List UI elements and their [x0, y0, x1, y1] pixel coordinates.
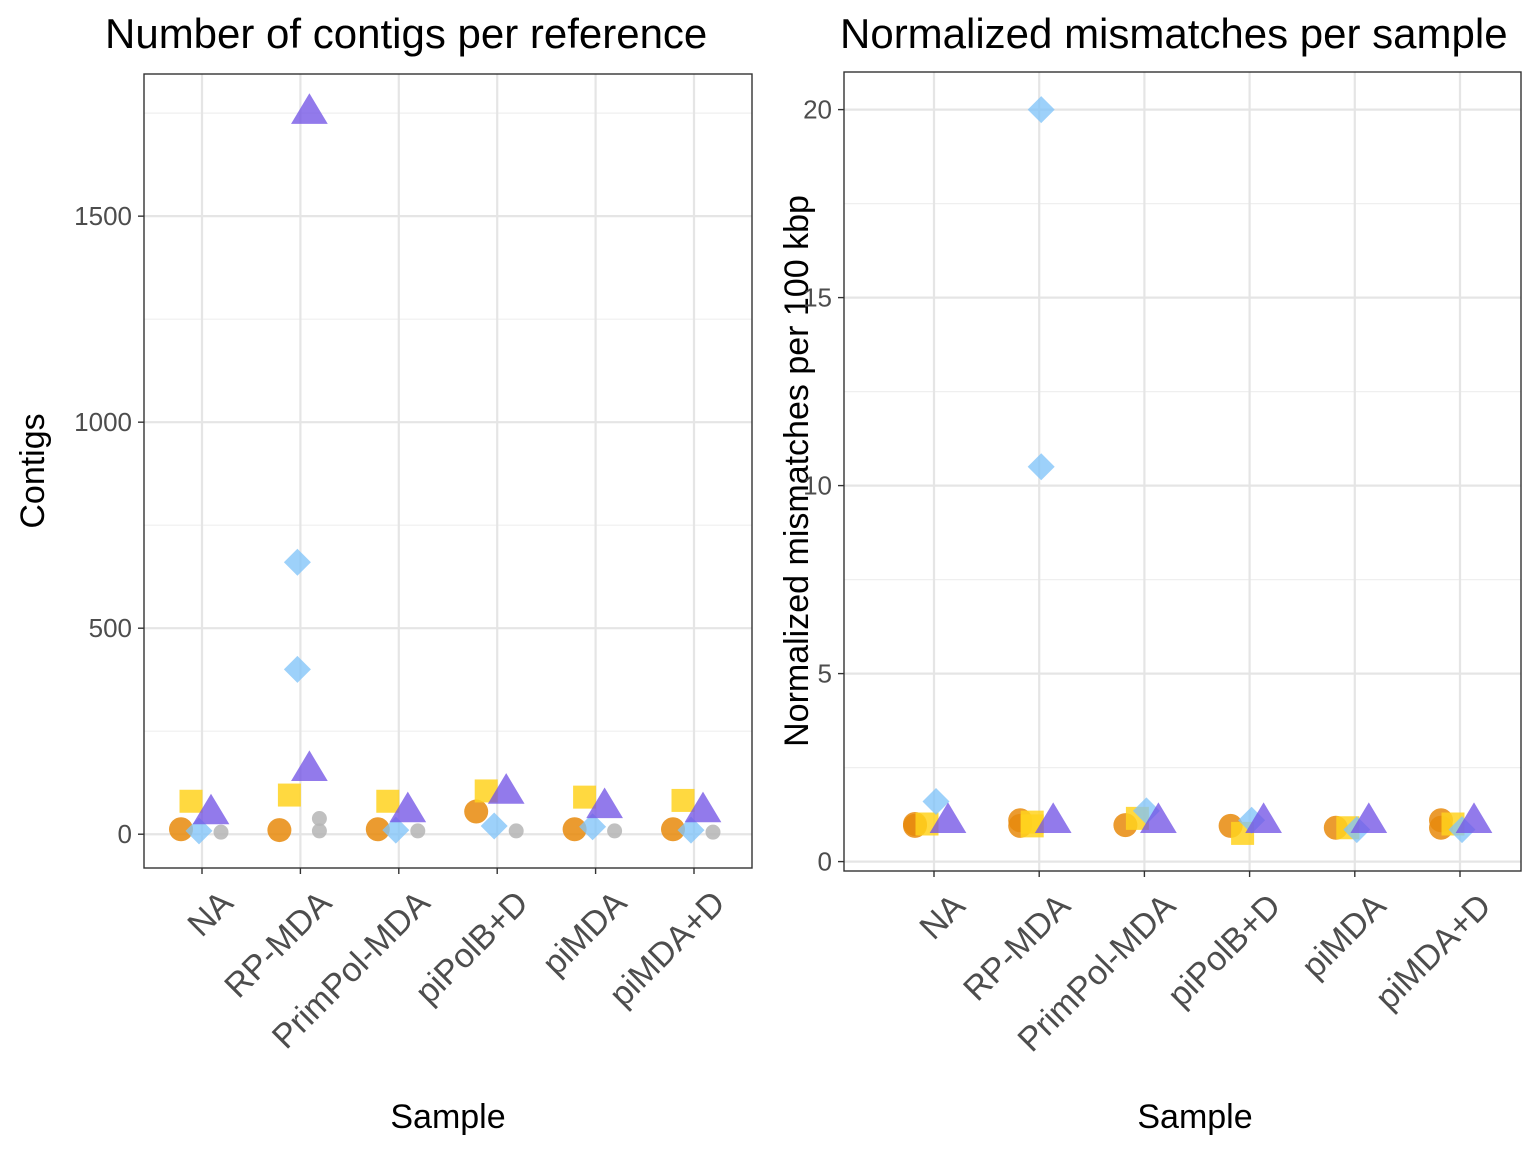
mismatches-point-triangle	[1245, 802, 1282, 833]
contigs-point-circle-small	[508, 823, 524, 839]
mismatches-y-tick-label: 20	[803, 95, 832, 125]
mismatches-x-axis-title: Sample	[1137, 1098, 1252, 1136]
contigs-y-axis-title: Contigs	[14, 413, 52, 528]
contigs-point-triangle	[291, 93, 328, 124]
contigs-point-circle-small	[213, 824, 229, 840]
mismatches-point-triangle	[1140, 802, 1177, 833]
contigs-x-tick-label: NA	[180, 884, 240, 944]
contigs-point-square	[179, 789, 203, 813]
mismatches-grid	[844, 72, 1521, 871]
contigs-point-circle	[267, 818, 292, 843]
contigs-point-triangle	[487, 773, 525, 804]
contigs-point-diamond	[480, 812, 508, 840]
contigs-point-square	[474, 779, 498, 803]
mismatches-panel: Normalized mismatches per sample Normali…	[778, 10, 1522, 1136]
contigs-point-circle	[661, 817, 685, 842]
mismatches-point-diamond	[1027, 453, 1055, 481]
contigs-point-diamond	[579, 813, 607, 841]
contigs-point-circle-small	[705, 824, 721, 840]
contigs-points	[169, 93, 722, 845]
contigs-point-diamond	[382, 816, 410, 844]
contigs-point-circle-small	[311, 811, 327, 827]
contigs-point-triangle	[586, 787, 623, 819]
contigs-point-circle-small	[410, 823, 426, 839]
mismatches-y-axis: 0 5 10 15 20	[803, 95, 844, 877]
mismatches-y-tick-label: 5	[818, 659, 832, 689]
contigs-x-tick-label: piMDA	[535, 884, 634, 983]
contigs-point-square	[671, 788, 695, 812]
mismatches-point-triangle	[1350, 802, 1388, 833]
contigs-point-circle-small	[311, 823, 327, 839]
contigs-point-circle-small	[607, 823, 623, 839]
mismatches-y-tick-label: 15	[803, 283, 832, 313]
mismatches-panel-border	[843, 71, 1522, 872]
contigs-point-circle	[464, 799, 489, 824]
mismatches-y-tick-label: 10	[803, 471, 832, 501]
mismatches-points	[903, 96, 1493, 845]
contigs-point-diamond	[283, 548, 311, 576]
contigs-y-axis: 0 500 1000 1500	[74, 201, 144, 849]
contigs-point-diamond	[677, 816, 705, 844]
mismatches-x-tick-label: piMDA+D	[1368, 887, 1498, 1017]
contigs-panel: Number of contigs per reference Contigs …	[14, 10, 753, 1136]
contigs-point-triangle	[192, 793, 230, 825]
mismatches-chart-title: Normalized mismatches per sample	[840, 10, 1508, 57]
contigs-point-circle	[365, 817, 390, 842]
contigs-point-triangle	[389, 791, 427, 823]
mismatches-x-tick-label: NA	[912, 887, 972, 947]
contigs-chart-title: Number of contigs per reference	[105, 10, 707, 57]
mismatches-point-triangle	[1455, 802, 1493, 833]
mismatches-point-triangle	[929, 802, 967, 833]
contigs-y-tick-label: 1000	[74, 407, 132, 437]
mismatches-point-triangle	[1034, 802, 1072, 833]
contigs-point-square	[277, 783, 301, 807]
mismatches-y-axis-title: Normalized mismatches per 100 kbp	[778, 195, 816, 747]
mismatches-point-diamond	[1027, 96, 1055, 124]
contigs-point-circle	[562, 817, 587, 842]
contigs-y-tick-label: 500	[89, 613, 132, 643]
contigs-y-tick-label: 1500	[74, 201, 132, 231]
contigs-point-triangle	[684, 791, 722, 823]
contigs-point-square	[573, 785, 597, 809]
mismatches-x-tick-label: piMDA	[1294, 887, 1393, 986]
mismatches-point-diamond	[922, 787, 950, 815]
mismatches-x-tick-label: piPolB+D	[1160, 887, 1288, 1015]
contigs-point-circle	[169, 817, 193, 842]
contigs-y-tick-label: 0	[118, 819, 132, 849]
contigs-point-triangle	[291, 750, 328, 782]
contigs-grid	[144, 74, 752, 868]
contigs-panel-border	[143, 73, 753, 869]
contigs-point-square	[376, 789, 400, 813]
contigs-x-axis-title: Sample	[390, 1098, 505, 1136]
mismatches-y-tick-label: 0	[818, 847, 832, 877]
contigs-point-diamond	[283, 655, 311, 683]
